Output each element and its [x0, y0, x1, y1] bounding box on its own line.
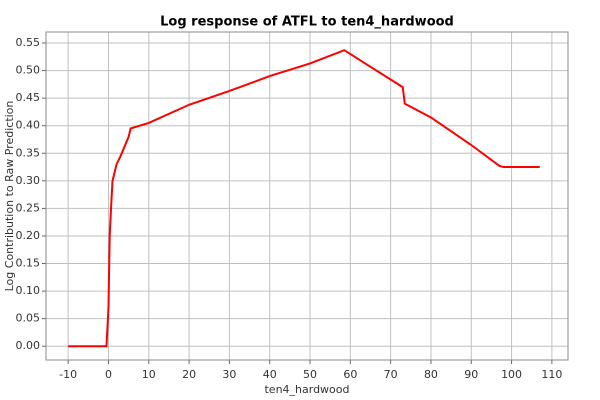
plot-frame	[45, 31, 569, 361]
x-tick-label: 90	[464, 368, 478, 381]
x-tick-label: 10	[142, 368, 156, 381]
x-tick-label: 40	[263, 368, 277, 381]
y-tick-label: 0.40	[16, 119, 41, 132]
x-tick-label: 30	[222, 368, 236, 381]
y-tick-label: 0.20	[16, 229, 41, 242]
x-tick-label: 20	[182, 368, 196, 381]
x-axis-label: ten4_hardwood	[264, 383, 349, 396]
x-tick-label: -10	[59, 368, 77, 381]
x-tick-label: 80	[424, 368, 438, 381]
x-tick-label: 0	[105, 368, 112, 381]
y-tick-label: 0.10	[16, 284, 41, 297]
x-tick-label: 70	[384, 368, 398, 381]
y-tick-label: 0.05	[16, 312, 41, 325]
y-tick-label: 0.50	[16, 64, 41, 77]
x-tick-label: 50	[303, 368, 317, 381]
y-tick-label: 0.25	[16, 201, 41, 214]
x-tick-label: 110	[541, 368, 562, 381]
y-axis-label: Log Contribution to Raw Prediction	[3, 101, 16, 292]
x-tick-label: 60	[343, 368, 357, 381]
y-tick-label: 0.30	[16, 174, 41, 187]
y-tick-label: 0.15	[16, 257, 41, 270]
chart-title: Log response of ATFL to ten4_hardwood	[160, 15, 454, 30]
y-tick-label: 0.45	[16, 91, 41, 104]
x-tick-label: 100	[501, 368, 522, 381]
line	[68, 49, 540, 348]
y-tick-label: 0.00	[16, 339, 41, 352]
y-tick-label: 0.35	[16, 146, 41, 159]
y-tick-label: 0.55	[16, 36, 41, 49]
